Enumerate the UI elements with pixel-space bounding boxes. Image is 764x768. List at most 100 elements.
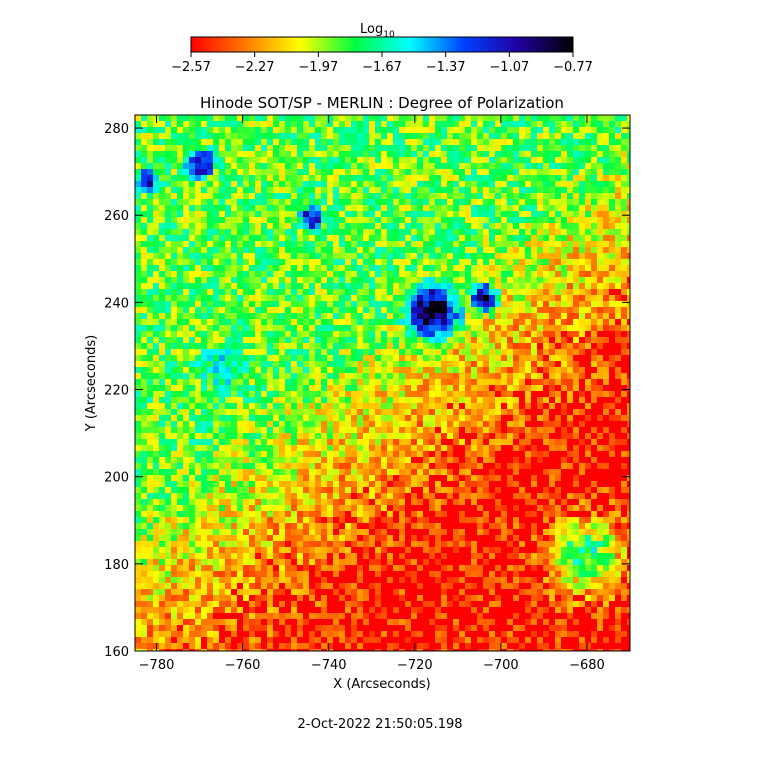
heatmap-cell xyxy=(543,415,549,421)
heatmap-cell xyxy=(495,319,501,325)
heatmap-cell xyxy=(297,175,303,181)
heatmap-cell xyxy=(147,355,153,361)
heatmap-cell xyxy=(453,223,459,229)
heatmap-cell xyxy=(441,271,447,277)
heatmap-cell xyxy=(243,271,249,277)
heatmap-cell xyxy=(225,133,231,139)
heatmap-cell xyxy=(501,265,507,271)
heatmap-cell xyxy=(579,121,585,127)
heatmap-cell xyxy=(441,163,447,169)
heatmap-cell xyxy=(369,343,375,349)
heatmap-cell xyxy=(351,427,357,433)
heatmap-cell xyxy=(195,391,201,397)
heatmap-cell xyxy=(177,151,183,157)
heatmap-cell xyxy=(225,187,231,193)
heatmap-cell xyxy=(267,235,273,241)
heatmap-cell xyxy=(381,355,387,361)
heatmap-cell xyxy=(195,223,201,229)
heatmap-cell xyxy=(597,289,603,295)
heatmap-cell xyxy=(201,199,207,205)
heatmap-cell xyxy=(555,211,561,217)
heatmap-cell xyxy=(411,439,417,445)
heatmap-cell xyxy=(507,481,513,487)
heatmap-cell xyxy=(333,139,339,145)
heatmap-cell xyxy=(561,223,567,229)
heatmap-cell xyxy=(393,295,399,301)
heatmap-cell xyxy=(549,211,555,217)
heatmap-cell xyxy=(543,193,549,199)
heatmap-cell xyxy=(525,199,531,205)
heatmap-cell xyxy=(561,253,567,259)
heatmap-cell xyxy=(189,181,195,187)
heatmap-cell xyxy=(195,259,201,265)
heatmap-cell xyxy=(441,433,447,439)
heatmap-cell xyxy=(549,439,555,445)
heatmap-cell xyxy=(351,229,357,235)
heatmap-cell xyxy=(351,439,357,445)
heatmap-cell xyxy=(147,205,153,211)
heatmap-cell xyxy=(327,403,333,409)
heatmap-cell xyxy=(231,175,237,181)
heatmap-cell xyxy=(261,145,267,151)
heatmap-cell xyxy=(441,307,447,313)
heatmap-cell xyxy=(273,367,279,373)
heatmap-cell xyxy=(417,301,423,307)
heatmap-cell xyxy=(585,169,591,175)
chart-title: Hinode SOT/SP - MERLIN : Degree of Polar… xyxy=(200,94,564,112)
heatmap-cell xyxy=(477,373,483,379)
heatmap-cell xyxy=(159,481,165,487)
heatmap-cell xyxy=(243,421,249,427)
heatmap-cell xyxy=(195,205,201,211)
heatmap-cell xyxy=(339,205,345,211)
heatmap-cell xyxy=(369,187,375,193)
heatmap-cell xyxy=(447,331,453,337)
heatmap-cell xyxy=(171,211,177,217)
heatmap-cell xyxy=(165,433,171,439)
heatmap-cell xyxy=(591,193,597,199)
heatmap-cell xyxy=(435,319,441,325)
heatmap-cell xyxy=(261,319,267,325)
heatmap-cell xyxy=(477,379,483,385)
heatmap-cell xyxy=(297,367,303,373)
heatmap-cell xyxy=(459,301,465,307)
heatmap-cell xyxy=(225,415,231,421)
heatmap-cell xyxy=(621,271,627,277)
heatmap-cell xyxy=(555,199,561,205)
heatmap-cell xyxy=(357,481,363,487)
heatmap-cell xyxy=(147,115,153,121)
heatmap-cell xyxy=(333,409,339,415)
heatmap-cell xyxy=(243,181,249,187)
heatmap-cell xyxy=(627,133,630,139)
heatmap-cell xyxy=(273,313,279,319)
heatmap-cell xyxy=(399,397,405,403)
heatmap-cell xyxy=(519,445,525,451)
heatmap-cell xyxy=(459,163,465,169)
heatmap-cell xyxy=(585,211,591,217)
heatmap-cell xyxy=(429,229,435,235)
heatmap-cell xyxy=(189,235,195,241)
heatmap-cell xyxy=(249,247,255,253)
heatmap-cell xyxy=(333,295,339,301)
heatmap-cell xyxy=(603,193,609,199)
heatmap-cell xyxy=(375,439,381,445)
heatmap-cell xyxy=(339,199,345,205)
heatmap-cell xyxy=(327,163,333,169)
heatmap-cell xyxy=(489,187,495,193)
heatmap-cell xyxy=(357,421,363,427)
heatmap-cell xyxy=(357,145,363,151)
heatmap-cell xyxy=(417,421,423,427)
heatmap-cell xyxy=(219,175,225,181)
colorbar-tick-label: −0.77 xyxy=(553,60,593,75)
heatmap-cell xyxy=(591,457,597,463)
heatmap-cell xyxy=(243,319,249,325)
heatmap-cell xyxy=(363,193,369,199)
heatmap-cell xyxy=(537,163,543,169)
heatmap-cell xyxy=(411,385,417,391)
heatmap-cell xyxy=(237,487,243,493)
heatmap-cell xyxy=(159,223,165,229)
heatmap-cell xyxy=(543,361,549,367)
heatmap-cell xyxy=(177,319,183,325)
heatmap-cell xyxy=(393,493,399,499)
heatmap-cell xyxy=(441,277,447,283)
heatmap-cell xyxy=(375,451,381,457)
